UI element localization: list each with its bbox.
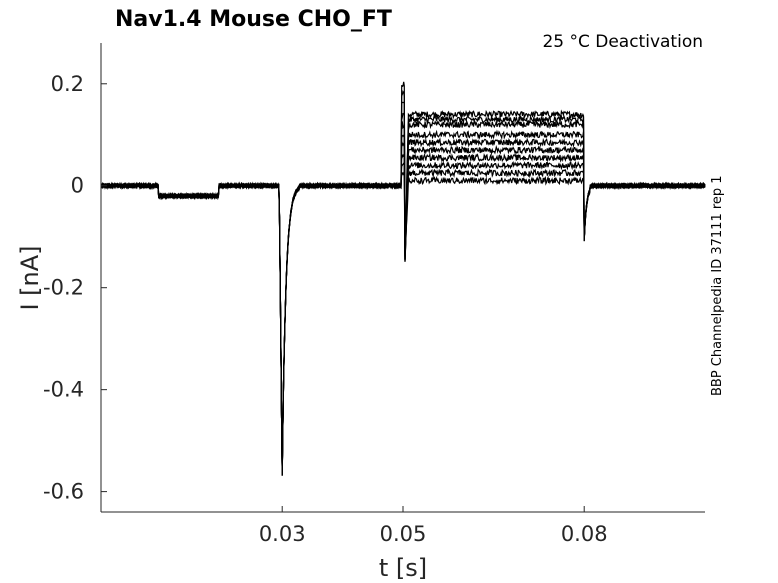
x-ticks: 0.03 0.05 0.08 xyxy=(259,506,608,546)
chart-title: Nav1.4 Mouse CHO_FT xyxy=(115,7,392,32)
x-tick-label: 0.03 xyxy=(259,522,306,546)
current-trace-2 xyxy=(100,90,706,476)
y-tick-label: 0.2 xyxy=(51,72,84,96)
x-tick-label: 0.05 xyxy=(380,522,427,546)
y-tick-label: -0.6 xyxy=(43,480,84,504)
current-trace-1 xyxy=(100,81,706,474)
source-id-label: BBP Channelpedia ID 37111 rep 1 xyxy=(710,175,725,396)
y-tick-label: -0.2 xyxy=(43,276,84,300)
current-trace-3 xyxy=(100,101,706,475)
current-trace-10 xyxy=(100,171,706,476)
current-trace-7 xyxy=(100,141,706,476)
y-axis-label: I [nA] xyxy=(16,245,44,310)
temperature-protocol-label: 25 °C Deactivation xyxy=(542,32,703,52)
current-trace-9 xyxy=(100,161,706,475)
current-trace-4 xyxy=(100,112,706,473)
y-tick-label: -0.4 xyxy=(43,378,84,402)
current-traces xyxy=(100,81,706,476)
y-tick-label: 0 xyxy=(71,174,84,198)
current-trace-5 xyxy=(100,121,706,476)
current-trace-8 xyxy=(100,153,706,476)
y-ticks: 0.2 0 -0.2 -0.4 -0.6 xyxy=(43,72,107,504)
x-tick-label: 0.08 xyxy=(561,522,608,546)
x-axis-label: t [s] xyxy=(379,554,427,582)
